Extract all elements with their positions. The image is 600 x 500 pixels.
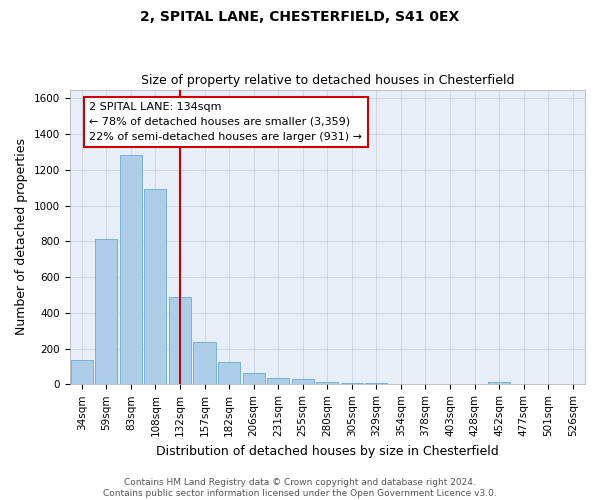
Bar — [145, 188, 166, 384]
Bar — [193, 342, 215, 384]
Bar — [488, 382, 510, 384]
Bar — [95, 238, 118, 384]
X-axis label: Distribution of detached houses by size in Chesterfield: Distribution of detached houses by size … — [156, 444, 499, 458]
Title: Size of property relative to detached houses in Chesterfield: Size of property relative to detached ho… — [140, 74, 514, 87]
Text: 2, SPITAL LANE, CHESTERFIELD, S41 0EX: 2, SPITAL LANE, CHESTERFIELD, S41 0EX — [140, 10, 460, 24]
Bar — [120, 155, 142, 384]
Bar — [316, 382, 338, 384]
Text: 2 SPITAL LANE: 134sqm
← 78% of detached houses are smaller (3,359)
22% of semi-d: 2 SPITAL LANE: 134sqm ← 78% of detached … — [89, 102, 362, 142]
Bar — [71, 360, 93, 384]
Bar — [169, 297, 191, 384]
Bar — [341, 383, 363, 384]
Text: Contains HM Land Registry data © Crown copyright and database right 2024.
Contai: Contains HM Land Registry data © Crown c… — [103, 478, 497, 498]
Y-axis label: Number of detached properties: Number of detached properties — [15, 138, 28, 336]
Bar — [242, 372, 265, 384]
Bar — [218, 362, 240, 384]
Bar — [267, 378, 289, 384]
Bar — [292, 380, 314, 384]
Bar — [365, 383, 388, 384]
